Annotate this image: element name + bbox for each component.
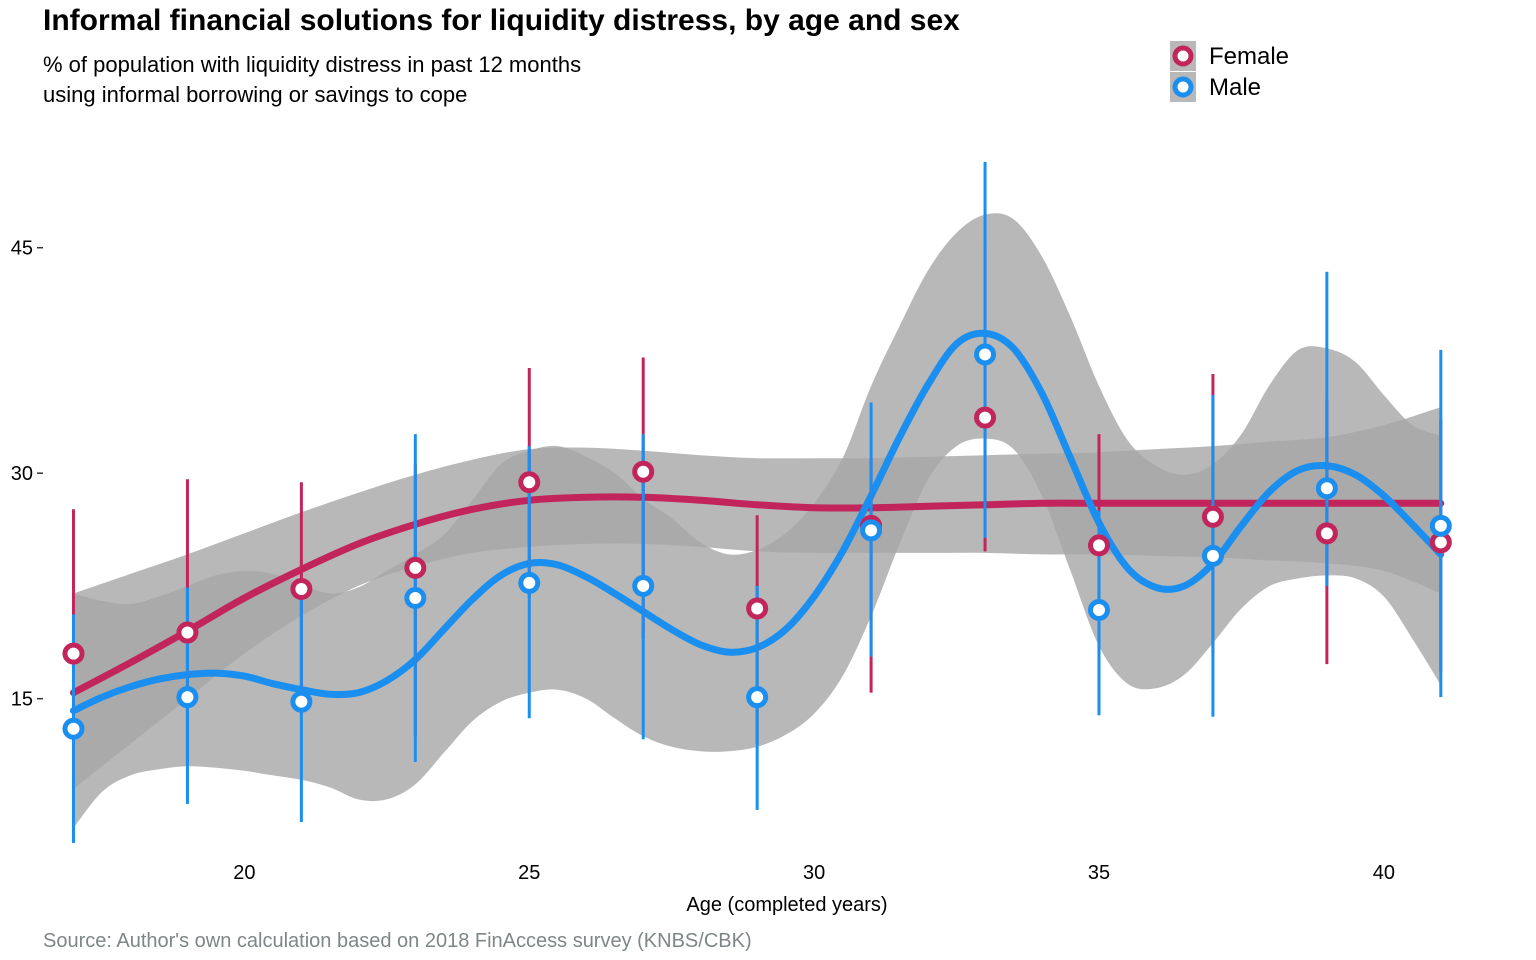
female-data-point bbox=[1201, 505, 1224, 528]
x-axis-label: Age (completed years) bbox=[686, 894, 887, 916]
x-tick-label: 35 bbox=[1088, 862, 1110, 884]
male-data-point bbox=[746, 686, 769, 709]
male-data-point bbox=[1315, 477, 1338, 500]
legend-marker-male bbox=[1172, 76, 1194, 98]
female-data-point bbox=[1315, 522, 1338, 545]
y-tick-label: 45 bbox=[11, 238, 33, 260]
x-tick-label: 25 bbox=[518, 862, 540, 884]
legend-label-female: Female bbox=[1209, 43, 1289, 70]
data-points bbox=[62, 343, 1452, 740]
x-tick-label: 20 bbox=[233, 862, 255, 884]
male-data-point bbox=[290, 690, 313, 713]
male-data-point bbox=[518, 571, 541, 594]
male-data-point bbox=[62, 717, 85, 740]
axes: 15 30 45 20 25 30 35 40 Age (completed years) bbox=[11, 238, 1395, 916]
legend-marker-female bbox=[1172, 45, 1194, 67]
male-data-point bbox=[176, 686, 199, 709]
chart-subtitle-line-1: % of population with liquidity distress … bbox=[43, 52, 582, 77]
female-data-point bbox=[974, 406, 997, 429]
y-tick-label: 15 bbox=[11, 689, 33, 711]
female-data-point bbox=[632, 460, 655, 483]
male-data-point bbox=[1429, 514, 1452, 537]
female-data-point bbox=[290, 577, 313, 600]
source-caption: Source: Author's own calculation based o… bbox=[43, 930, 752, 952]
female-data-point bbox=[518, 471, 541, 494]
female-data-point bbox=[62, 642, 85, 665]
male-data-point bbox=[404, 586, 427, 609]
male-data-point bbox=[632, 574, 655, 597]
chart-title: Informal financial solutions for liquidi… bbox=[43, 4, 960, 37]
male-data-point bbox=[860, 519, 883, 542]
legend: Female Male bbox=[1170, 41, 1289, 102]
female-data-point bbox=[404, 556, 427, 579]
chart-subtitle-line-2: using informal borrowing or savings to c… bbox=[43, 82, 468, 107]
legend-label-male: Male bbox=[1209, 74, 1261, 101]
male-data-point bbox=[1201, 544, 1224, 567]
y-tick-label: 30 bbox=[11, 463, 33, 485]
female-data-point bbox=[1087, 534, 1110, 557]
x-tick-label: 30 bbox=[803, 862, 825, 884]
male-data-point bbox=[1087, 598, 1110, 621]
female-data-point bbox=[746, 597, 769, 620]
female-data-point bbox=[176, 621, 199, 644]
x-tick-label: 40 bbox=[1373, 862, 1395, 884]
male-data-point bbox=[974, 343, 997, 366]
